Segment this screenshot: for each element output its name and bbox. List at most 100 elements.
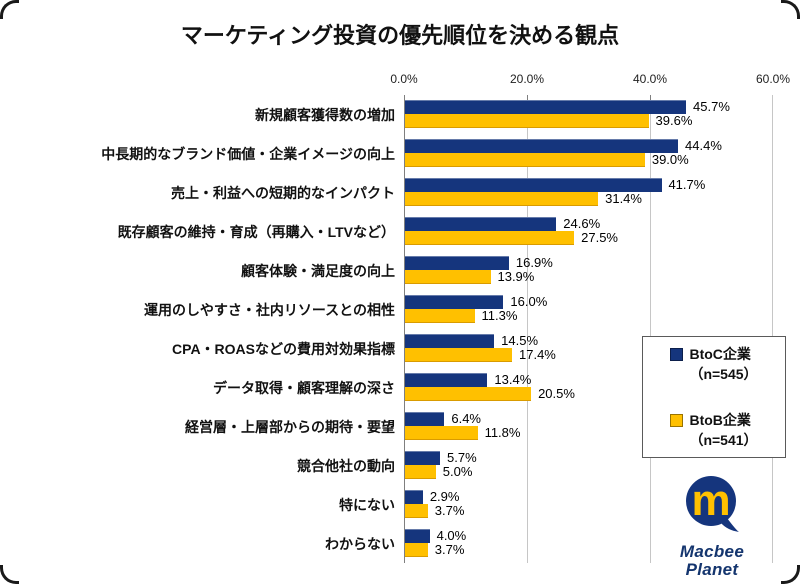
value-label: 24.6%	[563, 216, 601, 231]
chart-row: 新規顧客獲得数の増加 45.7% 39.6%	[0, 95, 800, 134]
bar-rows: 新規顧客獲得数の増加 45.7% 39.6% 中長期的なブランド価値・企業イメージの向…	[0, 95, 800, 563]
bar-group: 44.4% 39.0%	[404, 134, 800, 173]
bar-btob	[405, 543, 428, 557]
category-label: 経営層・上層部からの期待・要望	[185, 418, 395, 435]
chart-row: 既存顧客の維持・育成（再購入・LTVなど） 24.6% 27.5%	[0, 212, 800, 251]
bar-btob	[405, 153, 645, 167]
value-label: 13.4%	[494, 372, 532, 387]
category-label: 顧客体験・満足度の向上	[241, 262, 395, 279]
bar-btob	[405, 192, 599, 206]
value-label: 17.4%	[519, 347, 556, 362]
category-label: データ取得・顧客理解の深さ	[213, 379, 395, 396]
category-label: 中長期的なブランド価値・企業イメージの向上	[101, 145, 395, 162]
axis-tick	[527, 95, 528, 101]
legend-marker-btoc	[670, 348, 684, 361]
value-label: 27.5%	[581, 230, 618, 245]
bar-btoc	[405, 490, 423, 504]
value-label: 11.3%	[481, 308, 518, 323]
logo-text: Macbee Planet	[650, 543, 774, 579]
rounded-corner-bottom-right	[781, 565, 800, 584]
legend-label: BtoC企業	[689, 346, 751, 362]
rounded-corner-top-right	[781, 0, 800, 19]
bar-btoc	[405, 373, 488, 387]
bar-btoc	[405, 529, 430, 543]
bar-btob	[405, 387, 532, 401]
rounded-corner-top-left	[0, 0, 19, 19]
value-label: 4.0%	[436, 528, 467, 543]
bar-btob	[405, 231, 575, 245]
chart-row: 顧客体験・満足度の向上 16.9% 13.9%	[0, 251, 800, 290]
category-label: 競合他社の動向	[297, 457, 395, 474]
axis-tick	[650, 95, 651, 101]
legend-sublabel: （n=545）	[689, 366, 758, 382]
bar-btob	[405, 114, 649, 128]
bar-btoc	[405, 100, 687, 114]
bar-group: 41.7% 31.4%	[404, 173, 800, 212]
bar-btoc	[405, 139, 679, 153]
value-label: 14.5%	[501, 333, 539, 348]
value-label: 45.7%	[693, 99, 730, 114]
value-label: 20.5%	[538, 386, 575, 401]
chart-row: 競合他社の動向 5.7% 5.0%	[0, 446, 800, 485]
x-axis-tick-label: 40.0%	[632, 72, 668, 86]
bar-btob	[405, 270, 491, 284]
value-label: 39.0%	[651, 152, 689, 167]
bar-btob	[405, 504, 428, 518]
category-label: 既存顧客の維持・育成（再購入・LTVなど）	[117, 223, 395, 240]
category-label: 運用のしやすさ・社内リソースとの相性	[143, 301, 395, 318]
chart-row: データ取得・顧客理解の深さ 13.4% 20.5%	[0, 368, 800, 407]
value-label: 3.7%	[434, 503, 465, 518]
bar-group: 2.9% 3.7%	[404, 485, 800, 524]
bar-group: 13.4% 20.5%	[404, 368, 800, 407]
value-label: 5.7%	[447, 450, 477, 465]
bar-btob	[405, 426, 478, 440]
value-label: 6.4%	[451, 411, 481, 426]
category-label: 売上・利益への短期的なインパクト	[171, 184, 395, 201]
value-label: 44.4%	[685, 138, 722, 153]
legend-label: BtoB企業	[689, 412, 751, 428]
x-axis-tick-label: 20.0%	[509, 72, 545, 86]
chart-row: 売上・利益への短期的なインパクト 41.7% 31.4%	[0, 173, 800, 212]
value-label: 3.7%	[434, 542, 465, 557]
chart-row: CPA・ROASなどの費用対効果指標 14.5% 17.4%	[0, 329, 800, 368]
x-axis-tick-label: 0.0%	[390, 72, 418, 86]
chart-title: マーケティング投資の優先順位を決める観点	[180, 23, 620, 48]
bar-group: 14.5% 17.4%	[404, 329, 800, 368]
bar-btob	[405, 348, 512, 362]
gridline-40	[650, 95, 651, 563]
y-axis-line	[404, 95, 405, 563]
bar-btoc	[405, 256, 509, 270]
bar-btob	[405, 465, 436, 479]
bar-group: 16.0% 11.3%	[404, 290, 800, 329]
bar-btoc	[405, 178, 662, 192]
value-label: 41.7%	[668, 177, 706, 192]
legend-marker-btob	[670, 414, 684, 427]
category-label: CPA・ROASなどの費用対効果指標	[172, 340, 395, 357]
macbee-planet-logo-mark: m	[686, 476, 739, 532]
value-label: 11.8%	[484, 425, 521, 440]
bar-group: 24.6% 27.5%	[404, 212, 800, 251]
bar-btob	[405, 309, 475, 323]
value-label: 16.0%	[510, 294, 548, 309]
value-label: 39.6%	[655, 113, 693, 128]
logo-line2: Planet	[685, 559, 739, 579]
bar-group: 16.9% 13.9%	[404, 251, 800, 290]
value-label: 13.9%	[497, 269, 535, 284]
legend: BtoC企業 （n=545） BtoB企業 （n=541）	[642, 336, 786, 458]
chart-row: 中長期的なブランド価値・企業イメージの向上 44.4% 39.0%	[0, 134, 800, 173]
plot-area	[404, 95, 773, 563]
bar-group: 6.4% 11.8%	[404, 407, 800, 446]
legend-item-btob: BtoB企業 （n=541）	[643, 410, 785, 450]
gridline-20	[527, 95, 528, 563]
bar-btoc	[405, 334, 495, 348]
value-label: 16.9%	[515, 255, 553, 270]
svg-text:m: m	[691, 476, 730, 525]
x-axis-tick-label: 60.0%	[755, 72, 791, 86]
bar-btoc	[405, 295, 504, 309]
bar-group: 4.0% 3.7%	[404, 524, 800, 563]
legend-text: BtoB企業 （n=541）	[689, 410, 757, 450]
chart-row: 経営層・上層部からの期待・要望 6.4% 11.8%	[0, 407, 800, 446]
category-label: わからない	[325, 535, 395, 552]
bar-btoc	[405, 412, 445, 426]
